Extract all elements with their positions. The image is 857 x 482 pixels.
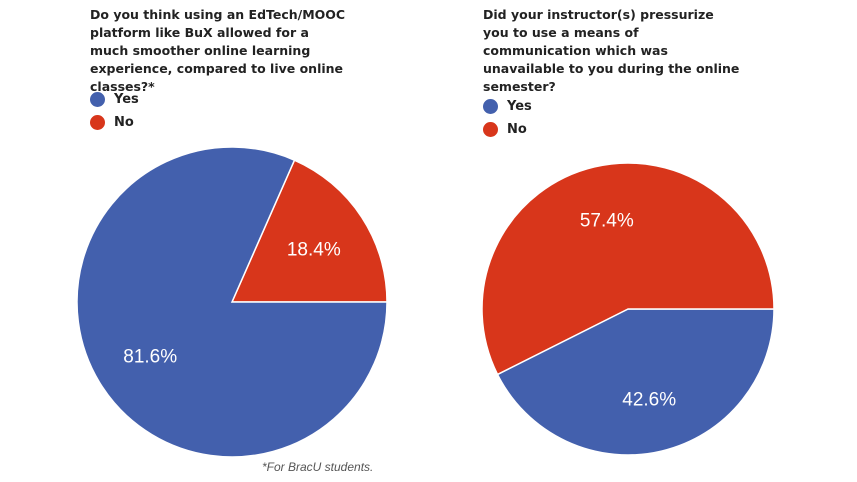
legend-label: Yes bbox=[114, 92, 139, 107]
chart1-legend: Yes No bbox=[90, 88, 139, 134]
legend-swatch-no bbox=[90, 115, 105, 130]
pie-slice-yes bbox=[76, 146, 388, 458]
slice-label-yes: 42.6% bbox=[622, 390, 676, 411]
chart2-legend: Yes No bbox=[483, 95, 532, 141]
legend-item-yes: Yes bbox=[90, 88, 139, 111]
chart2-title: Did your instructor(s) pressurize you to… bbox=[483, 7, 740, 94]
pie-slice-no bbox=[230, 159, 388, 303]
legend-item-no: No bbox=[483, 118, 532, 141]
slice-label-no: 57.4% bbox=[580, 210, 634, 231]
legend-label: Yes bbox=[507, 99, 532, 114]
slice-label-yes: 81.6% bbox=[123, 346, 177, 367]
pie-slice-no bbox=[481, 162, 775, 376]
legend-label: No bbox=[114, 115, 134, 130]
legend-swatch-yes bbox=[90, 92, 105, 107]
footnote: *For BracU students. bbox=[262, 460, 374, 474]
legend-swatch-no bbox=[483, 122, 498, 137]
chart1-title: Do you think using an EdTech/MOOC platfo… bbox=[90, 7, 346, 94]
legend-swatch-yes bbox=[483, 99, 498, 114]
legend-label: No bbox=[507, 122, 527, 137]
legend-item-yes: Yes bbox=[483, 95, 532, 118]
slice-label-no: 18.4% bbox=[287, 240, 341, 261]
legend-item-no: No bbox=[90, 111, 139, 134]
pie-slice-yes bbox=[496, 308, 775, 456]
